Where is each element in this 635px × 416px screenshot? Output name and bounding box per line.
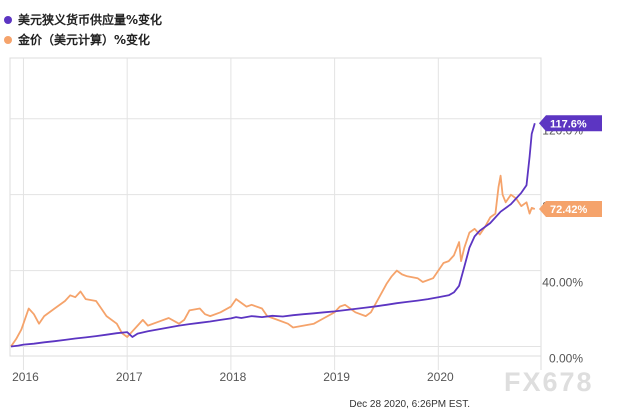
end-label-1: 72.42%: [539, 201, 602, 218]
x-tick-label-2017: 2017: [116, 370, 143, 384]
grid: [10, 58, 541, 370]
legend-marker-m1: [4, 16, 12, 24]
end-label-bg-1: [539, 201, 602, 218]
x-tick-label-2016: 2016: [12, 370, 39, 384]
series-layer: [10, 123, 536, 348]
end-label-text-0: 117.6%: [550, 118, 587, 130]
timestamp-footnote: Dec 28 2020, 6:26PM EST.: [349, 399, 470, 410]
y-axis: 0.00%40.00%80.00%120.0%: [542, 124, 583, 366]
legend-label-gold: 金价（美元计算）%变化: [17, 32, 150, 47]
x-tick-label-2019: 2019: [323, 370, 350, 384]
series-line-0: [10, 123, 536, 348]
end-label-bg-0: [539, 115, 602, 132]
x-tick-label-2018: 2018: [220, 370, 247, 384]
end-label-text-1: 72.42%: [550, 204, 588, 216]
series-line-1: [10, 174, 536, 348]
legend-label-m1: 美元狭义货币供应量%变化: [18, 12, 162, 27]
end-labels: 117.6% 72.42%: [539, 115, 602, 218]
y-tick-label-1: 40.00%: [542, 276, 583, 290]
legend: 美元狭义货币供应量%变化 金价（美元计算）%变化: [4, 12, 162, 47]
y-tick-label-0: 0.00%: [549, 352, 583, 366]
watermark: FX678: [504, 367, 594, 397]
end-label-0: 117.6%: [539, 115, 602, 132]
x-axis: 2016 2017 2018 2019 2020: [12, 370, 454, 384]
legend-marker-gold: [4, 36, 12, 44]
x-tick-label-2020: 2020: [427, 370, 454, 384]
plot-frame: [9, 57, 542, 357]
